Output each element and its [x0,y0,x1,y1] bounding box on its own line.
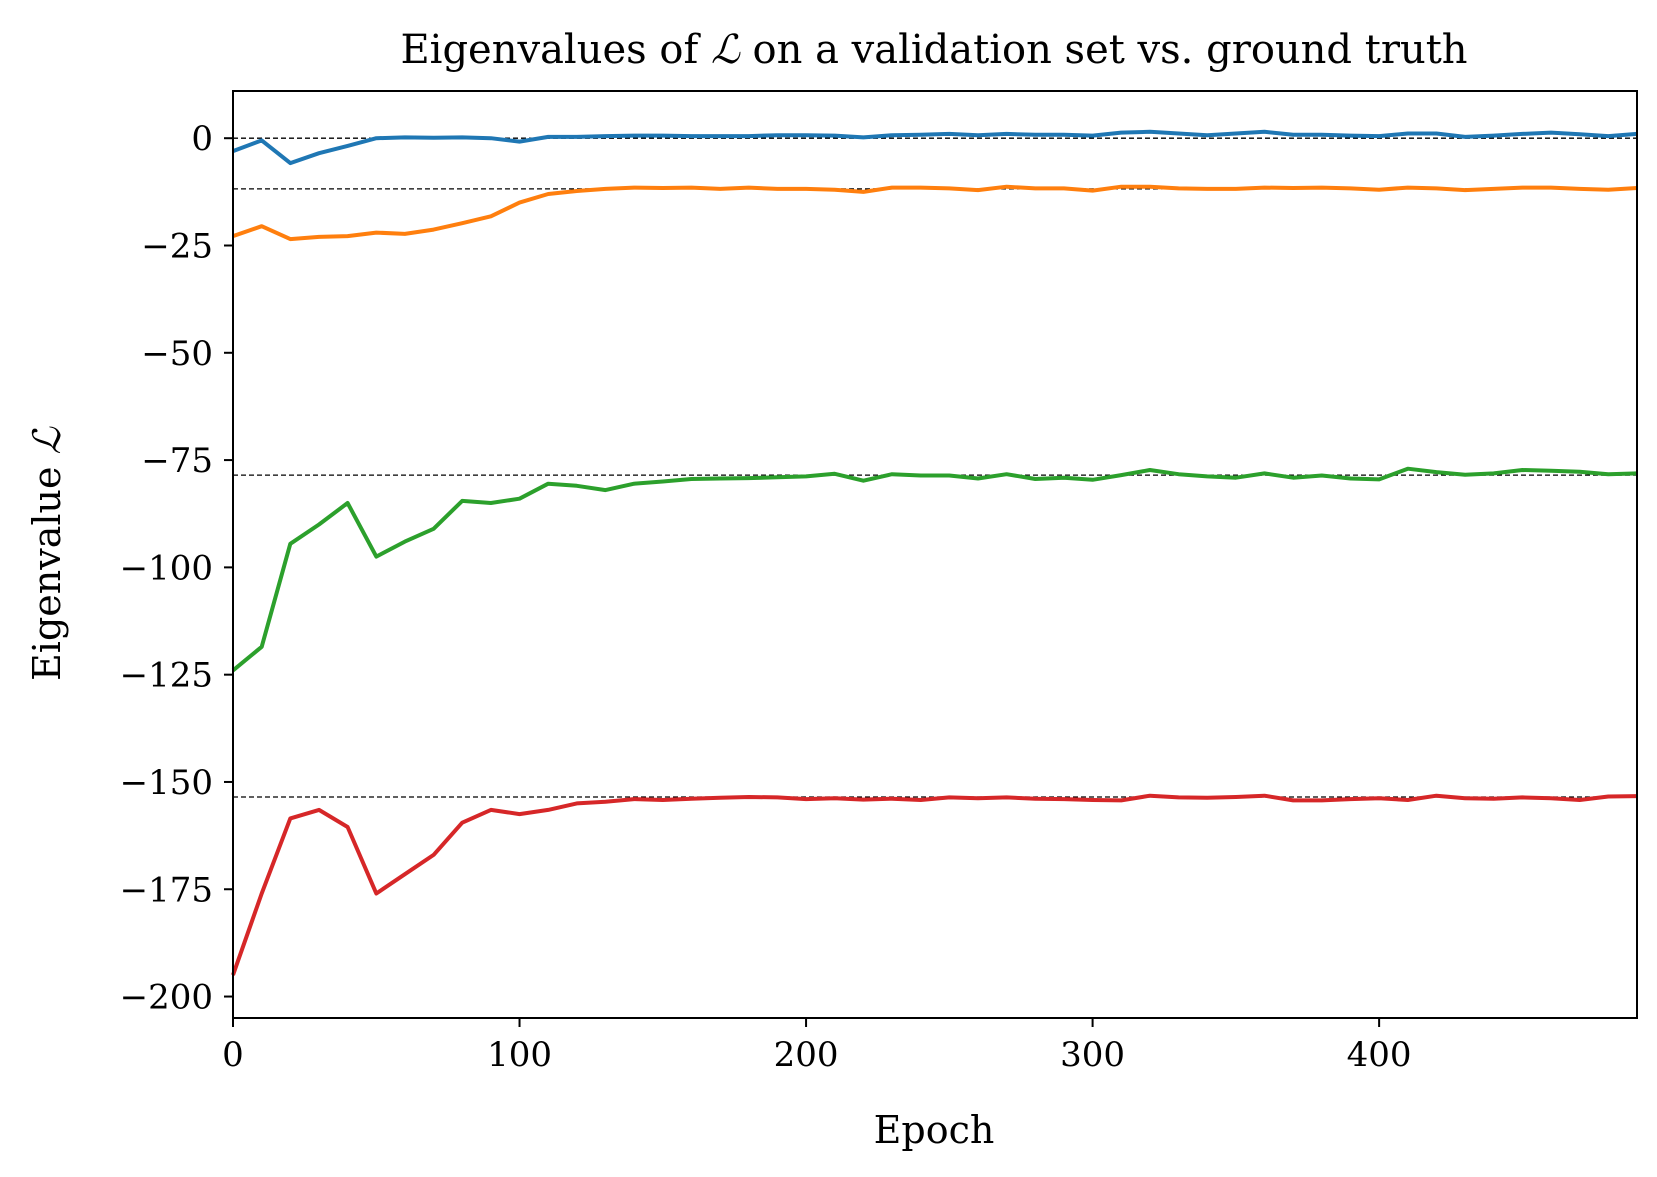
x-tick-label: 400 [1347,1035,1412,1075]
x-axis-label: Epoch [874,1108,995,1152]
x-tick-label: 200 [774,1035,839,1075]
y-tick-label: −150 [120,763,213,803]
x-tick-label: 100 [487,1035,552,1075]
series-lines [231,129,1638,976]
plot-area-frame [232,90,1638,1019]
y-tick-label: −50 [141,334,213,374]
chart-title: Eigenvalues of ℒ on a validation set vs.… [400,27,1467,73]
series-line-1 [232,129,1638,166]
y-axis-ticks: 0 −25 −50 −75 −100 −125 −150 −175 −200 [120,119,233,1018]
series-line-4 [231,793,1638,976]
series-line-3 [231,466,1638,672]
y-axis-label: Eigenvalue ℒ [25,425,69,681]
x-tick-label: 0 [222,1035,244,1075]
y-tick-label: 0 [191,119,213,159]
y-tick-label: −200 [120,978,213,1018]
y-tick-label: −25 [141,227,213,267]
x-tick-label: 300 [1060,1035,1125,1075]
x-axis-ticks: 0 100 200 300 400 [222,1018,1412,1075]
y-tick-label: −100 [120,548,213,588]
y-tick-label: −175 [120,870,213,910]
y-tick-label: −75 [141,441,213,481]
y-tick-label: −125 [120,656,213,696]
series-line-2 [232,184,1638,242]
